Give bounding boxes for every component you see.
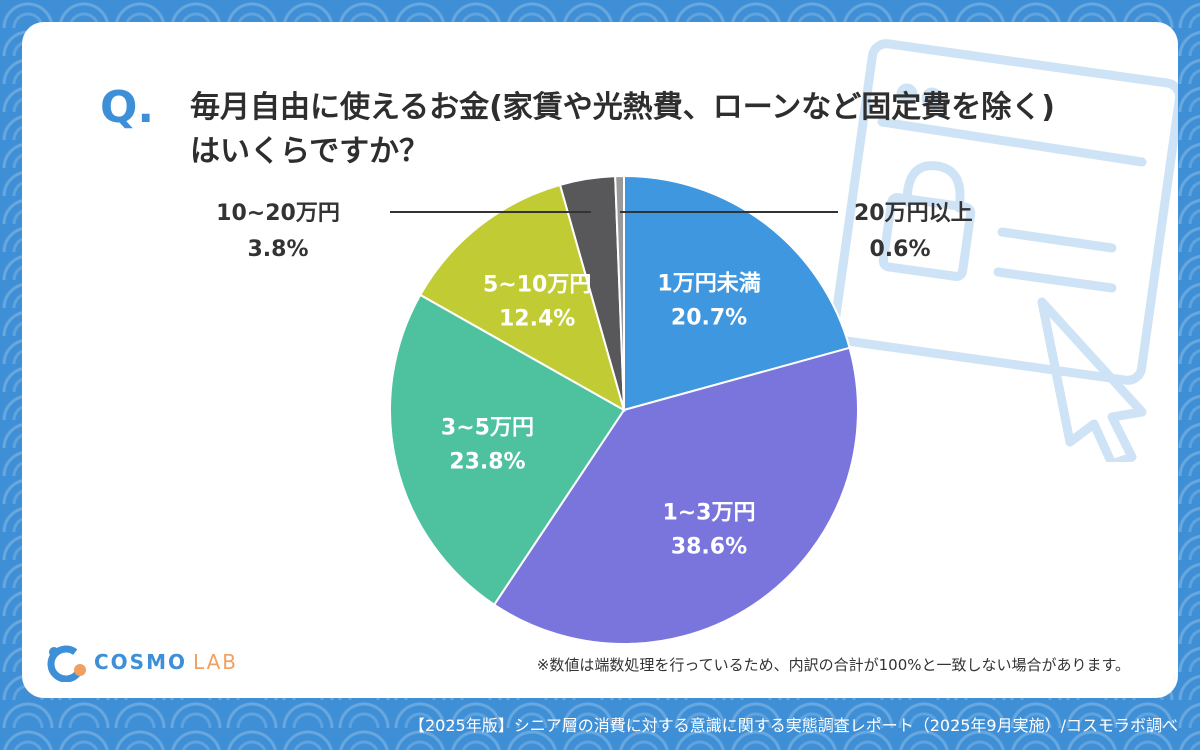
slice-label-0: 1万円未満 — [657, 270, 760, 296]
slice-value-4: 3.8% — [247, 237, 308, 262]
slice-value-5: 0.6% — [869, 237, 930, 262]
slice-label-4: 10~20万円 — [216, 201, 340, 226]
question-line-2: はいくらですか？ — [190, 134, 430, 169]
pie-slice-3 — [418, 183, 626, 413]
question-mark-label: Q. — [100, 82, 155, 133]
document-cursor-illustration — [829, 39, 1178, 462]
slice-label-3: 5~10万円 — [483, 273, 591, 298]
slice-value-3: 12.4% — [499, 307, 575, 332]
pie-slice-2 — [389, 293, 626, 607]
logo-cosmo-text: COSMO — [94, 650, 187, 674]
logo-icon — [47, 645, 86, 682]
logo-lab-text: LAB — [193, 650, 239, 674]
rounding-note: ※数値は端数処理を行っているため、内訳の合計が100%と一致しない場合があります… — [536, 656, 1130, 674]
slice-label-1: 1~3万円 — [662, 501, 755, 526]
slice-value-0: 20.7% — [671, 305, 747, 330]
slice-label-5: 20万円以上 — [854, 201, 973, 226]
content-card: Q. 毎月自由に使えるお金(家賃や光熱費、ローンなど固定費を除く) はいくらです… — [22, 22, 1178, 698]
pie-slice-5 — [614, 174, 625, 411]
question-line-1: 毎月自由に使えるお金(家賃や光熱費、ローンなど固定費を除く) — [190, 90, 1056, 125]
pie-chart: 1万円未満 20.7% 1~3万円 38.6% 3~5万円 23.8% 5~10万円 12.4… — [216, 174, 973, 645]
slice-value-2: 23.8% — [449, 450, 525, 475]
slice-label-2: 3~5万円 — [441, 416, 534, 441]
question-text: 毎月自由に使えるお金(家賃や光熱費、ローンなど固定費を除く) はいくらですか？ — [190, 86, 1130, 174]
footer-source: 【2025年版】シニア層の消費に対する意識に関する実態調査レポート（2025年9… — [408, 716, 1178, 735]
slice-value-1: 38.6% — [671, 535, 747, 560]
pie-slice-0 — [623, 174, 851, 412]
pie-slice-1 — [492, 346, 859, 645]
cosmo-lab-logo: COSMO LAB — [44, 642, 238, 682]
